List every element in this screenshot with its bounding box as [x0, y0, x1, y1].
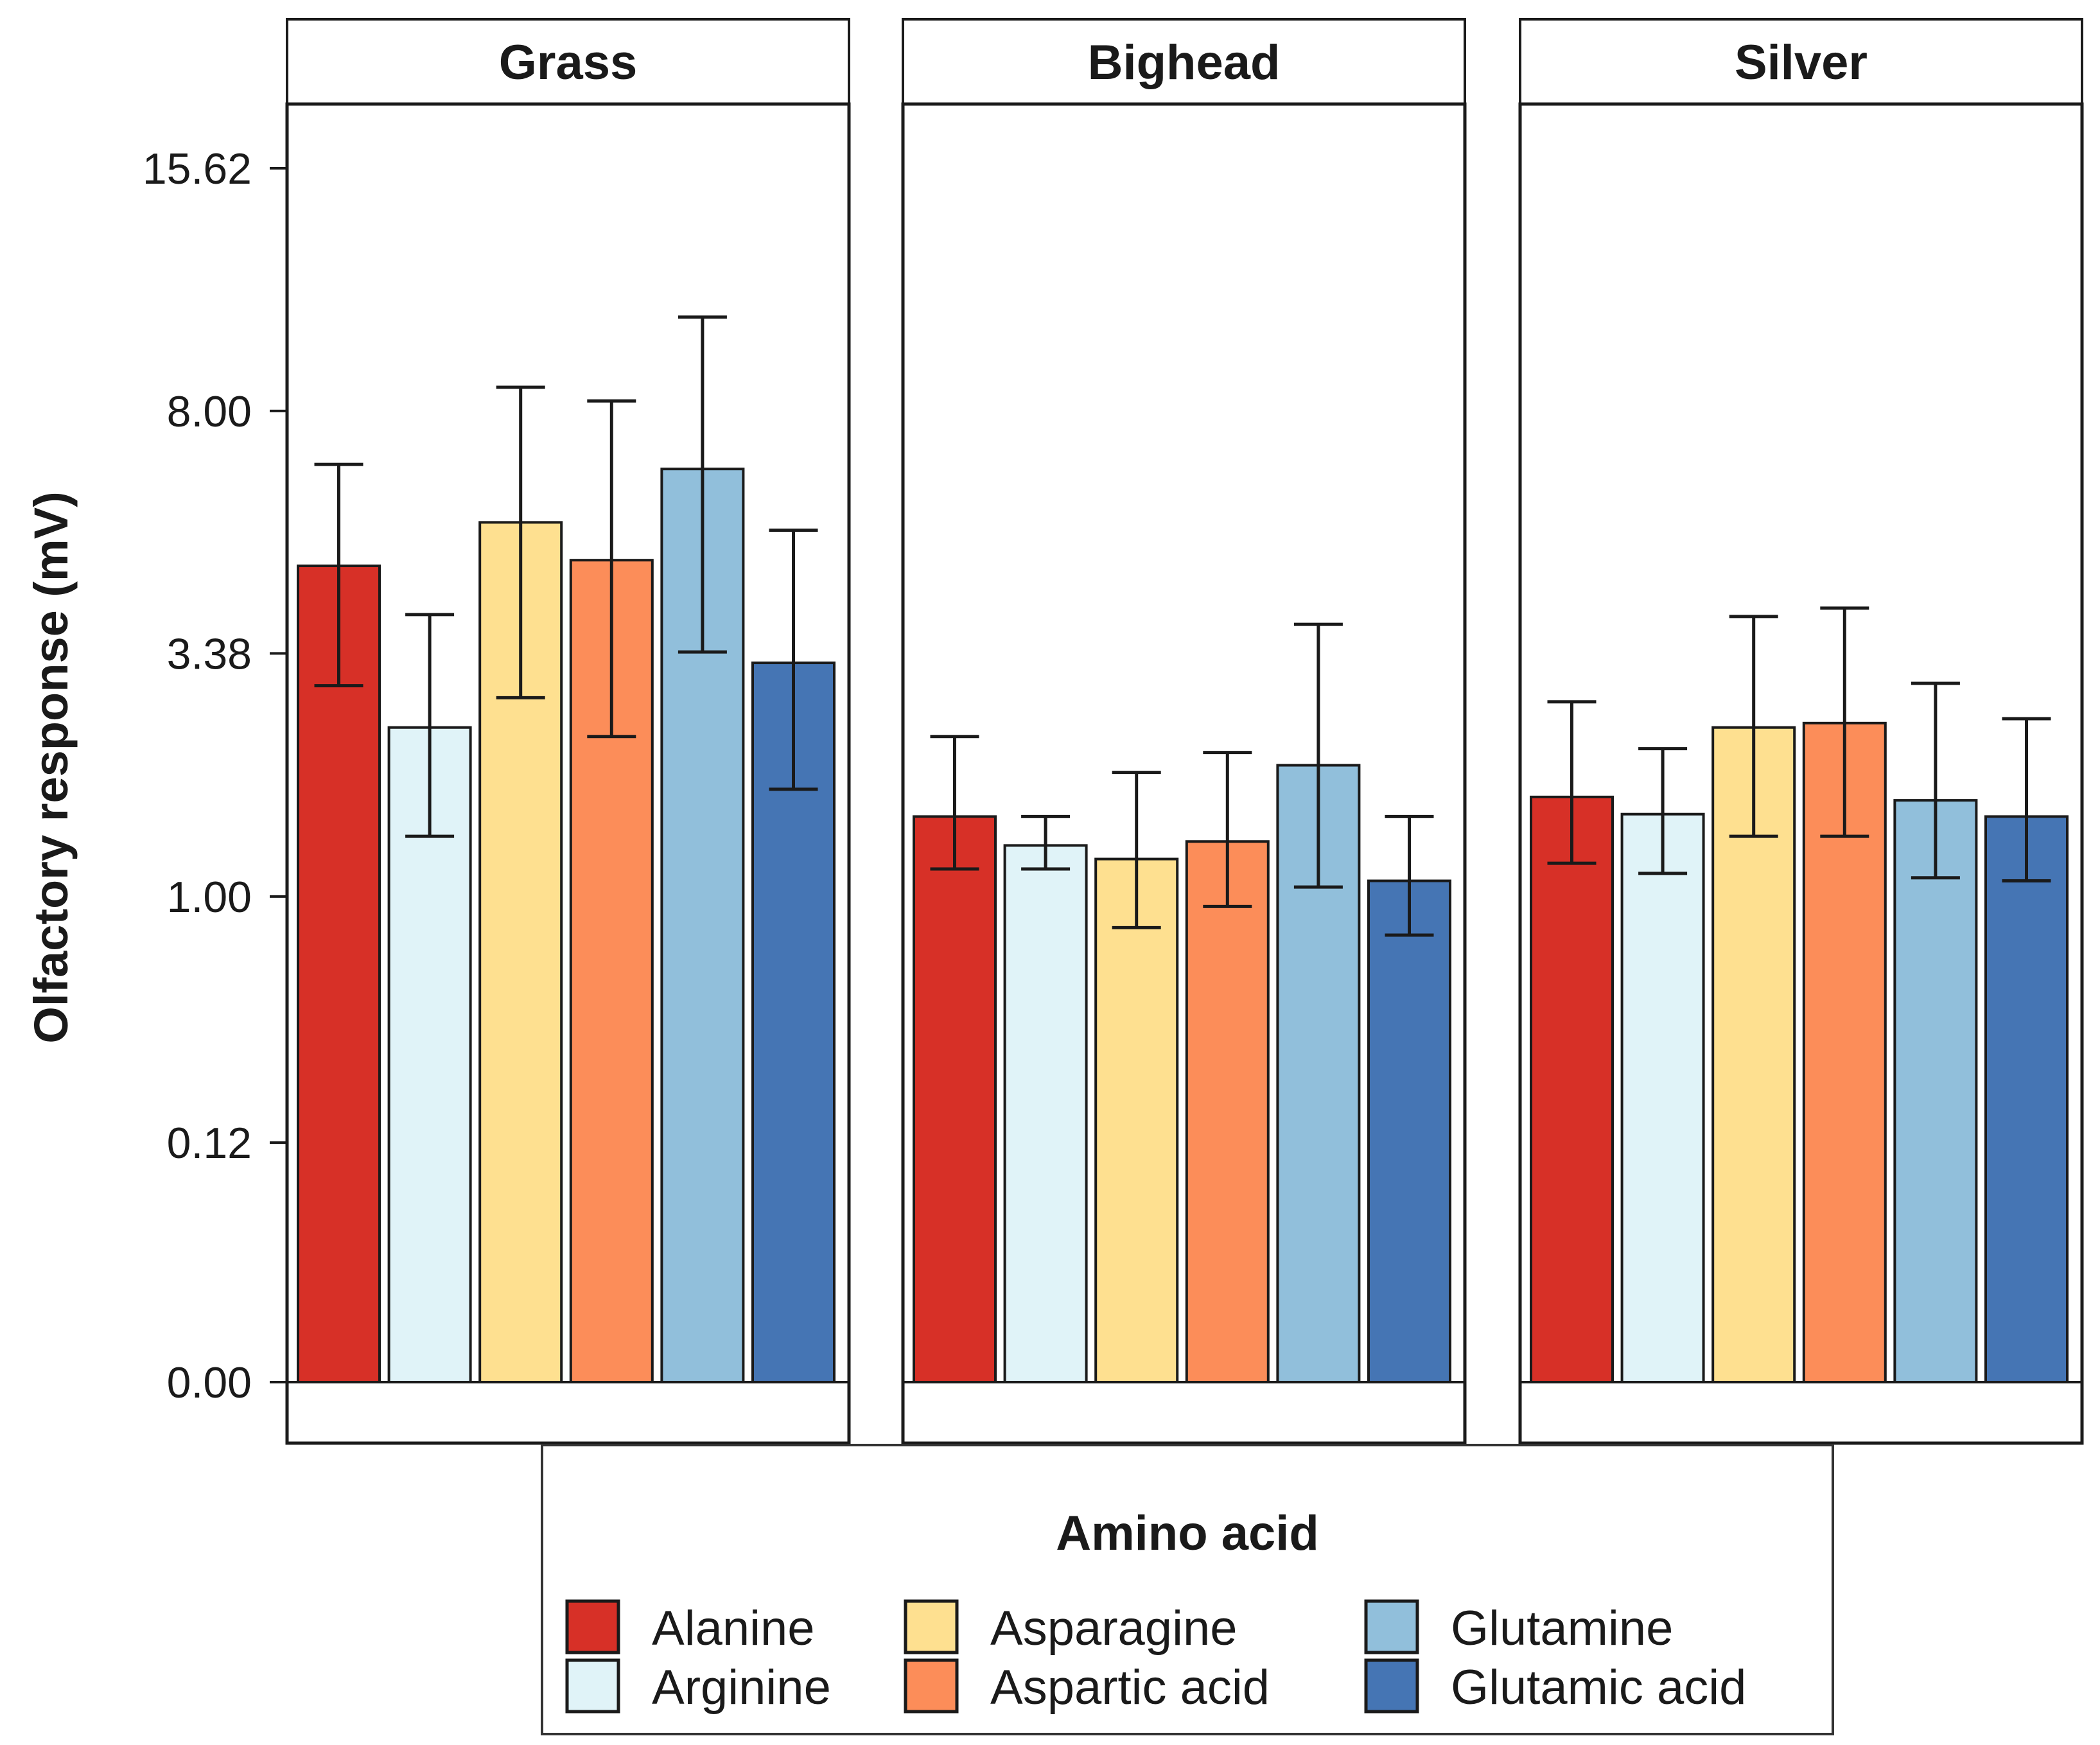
legend-label: Alanine [652, 1601, 815, 1656]
facet-strip [1519, 18, 2083, 105]
bar [1185, 840, 1270, 1384]
facet-panel: Bighead [901, 18, 1467, 1445]
legend-entry: Arginine [565, 1658, 831, 1715]
y-tick-label: 3.38 [167, 629, 252, 678]
y-tick-label: 8.00 [167, 387, 252, 436]
legend-entry: Glutamic acid [1364, 1658, 1746, 1715]
legend-title: Amino acid [1056, 1506, 1319, 1561]
legend-label: Glutamine [1451, 1601, 1673, 1656]
y-tick-label: 0.00 [167, 1358, 252, 1407]
facet-strip-label: Bighead [1088, 35, 1281, 90]
legend-entry: Glutamine [1364, 1599, 1673, 1656]
bar [297, 565, 381, 1383]
facet-panels: Grass Bighead Silver [285, 18, 2084, 1445]
facet-strip-label: Silver [1735, 35, 1868, 90]
legend-swatch [565, 1658, 620, 1714]
legend-swatch [904, 1658, 959, 1714]
legend-swatch [565, 1599, 620, 1654]
facet-panel: Silver [1518, 18, 2084, 1445]
y-axis: 0.00 0.12 1.00 3.38 8.00 15.62 [143, 104, 288, 1443]
bar [1984, 815, 2069, 1383]
legend-box [541, 1444, 1834, 1735]
bar [1893, 799, 1978, 1383]
legend-label: Glutamic acid [1451, 1660, 1746, 1715]
legend-label: Asparagine [990, 1601, 1238, 1656]
legend-swatch [1364, 1658, 1419, 1714]
y-tick-label: 0.12 [167, 1119, 252, 1168]
legend-swatch [1364, 1599, 1419, 1654]
y-tick-label: 1.00 [167, 873, 252, 922]
y-tick-label: 15.62 [143, 145, 252, 193]
legend-swatch [904, 1599, 959, 1654]
bar [1620, 812, 1705, 1384]
facet-strip [902, 18, 1466, 105]
bar [1530, 795, 1614, 1383]
bar [1003, 844, 1088, 1384]
bar [1094, 857, 1179, 1383]
facet-strip-label: Grass [499, 35, 638, 90]
bar [1367, 879, 1451, 1383]
facet-panel: Grass [285, 18, 851, 1445]
legend-entry: Alanine [565, 1599, 815, 1656]
legend-entry: Asparagine [904, 1599, 1238, 1656]
legend-entry: Aspartic acid [904, 1658, 1270, 1715]
legend-label: Aspartic acid [990, 1660, 1270, 1715]
legend-label: Arginine [652, 1660, 831, 1715]
bar [913, 815, 997, 1383]
y-axis-title: Olfactory response (mV) [24, 491, 78, 1043]
